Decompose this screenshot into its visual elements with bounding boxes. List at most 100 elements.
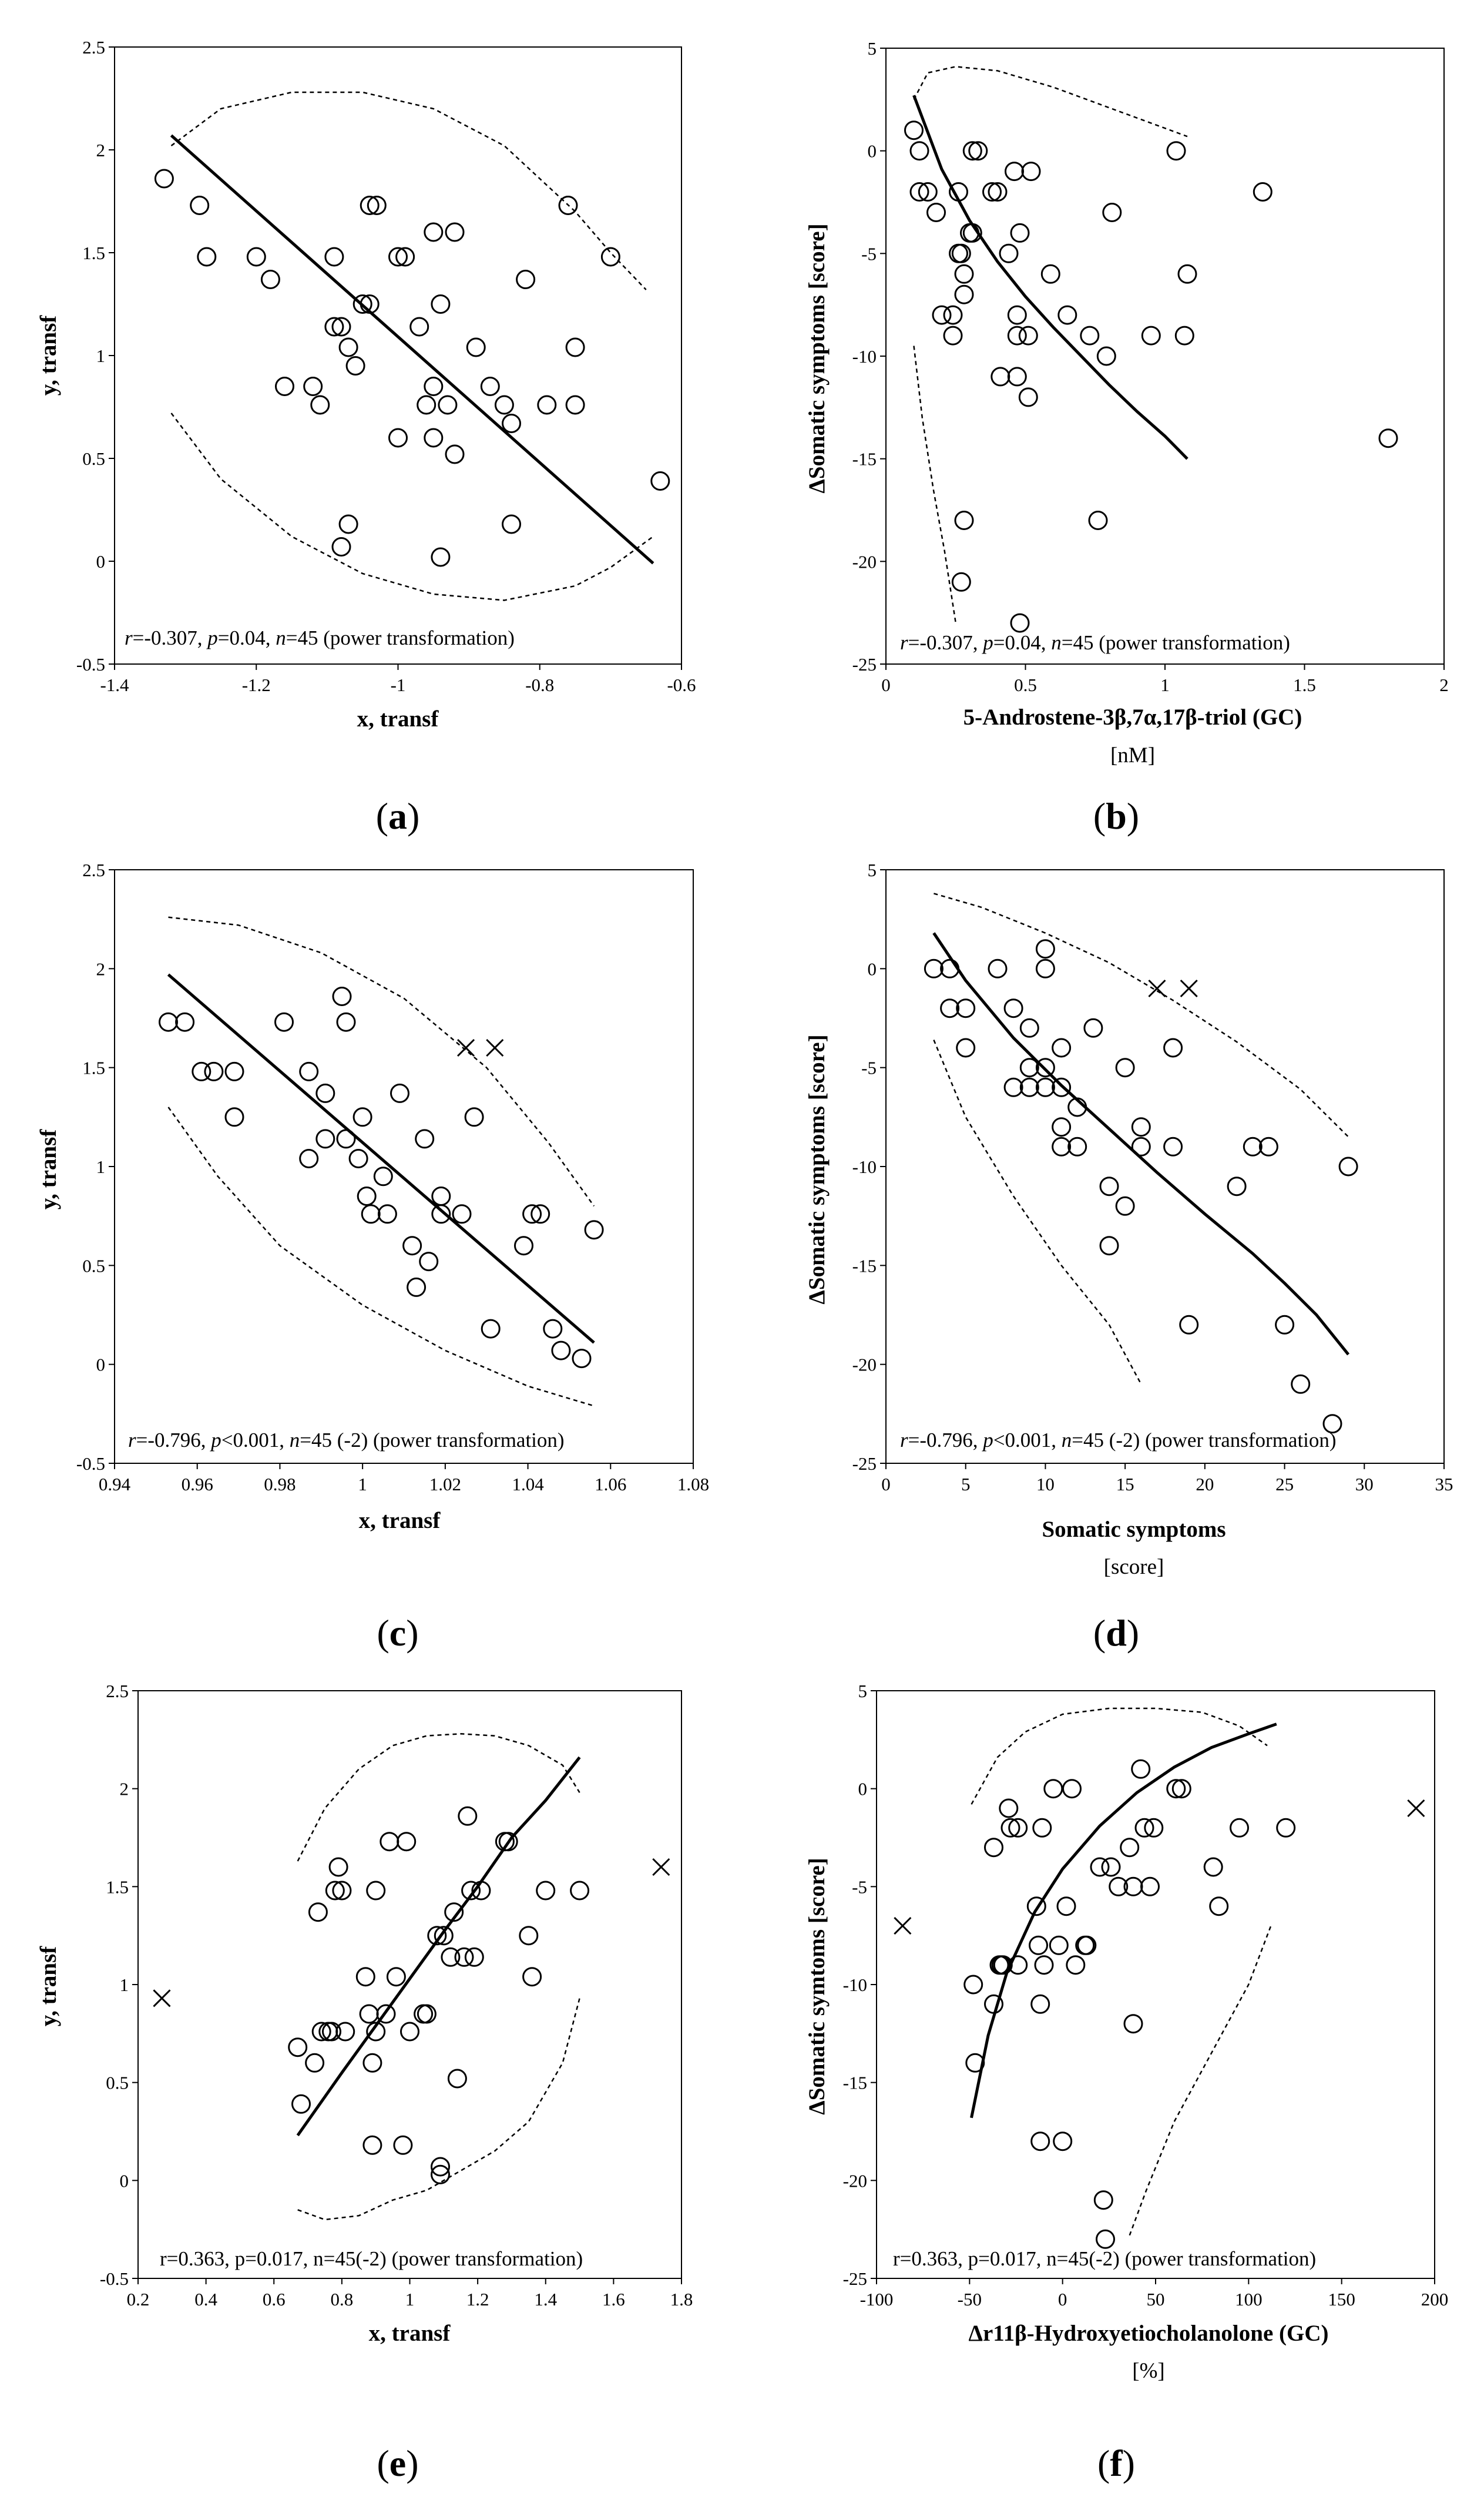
regression-line — [932, 932, 1350, 1356]
data-point — [1230, 1818, 1249, 1838]
data-point — [1243, 1137, 1263, 1157]
tick-labels: 0 5 10 15 20 25 30 35 -25 -20 -15 -10 -5 0 5 — [852, 860, 1453, 1494]
data-point — [361, 1204, 381, 1224]
y-tick-label: -20 — [852, 551, 877, 572]
data-point — [310, 395, 330, 415]
data-point — [494, 395, 514, 415]
x-tick-label: 1 — [358, 1474, 367, 1494]
y-tick-label: 2.5 — [82, 37, 105, 58]
data-point — [367, 196, 387, 215]
data-point — [431, 1204, 451, 1224]
y-tick-label: -0.5 — [76, 1453, 105, 1474]
data-point — [600, 247, 620, 267]
data-point — [409, 317, 429, 337]
data-point — [1053, 2131, 1073, 2151]
data-point — [331, 317, 351, 337]
excluded-point-marker — [652, 1858, 670, 1876]
data-point — [458, 1806, 478, 1826]
data-point — [904, 120, 924, 140]
data-points — [894, 1759, 1425, 2249]
x-tick-label: 30 — [1355, 1474, 1374, 1494]
data-point — [1030, 1994, 1050, 2014]
data-point — [1003, 1077, 1023, 1097]
y-tick-label: 1 — [96, 346, 106, 366]
data-point — [1275, 1315, 1295, 1335]
data-point — [431, 2164, 450, 2184]
data-point — [1099, 1236, 1119, 1256]
x-tick-label: -0.6 — [667, 675, 696, 695]
data-point — [366, 1881, 386, 1901]
data-point — [466, 337, 486, 357]
y-tick-label: 0.5 — [82, 448, 105, 469]
data-point — [359, 2004, 379, 2024]
data-point — [940, 958, 960, 978]
data-point — [1010, 613, 1030, 633]
data-point — [386, 1967, 406, 1987]
data-point — [452, 1204, 472, 1224]
data-point — [336, 1012, 356, 1032]
data-point — [1338, 1157, 1358, 1177]
x-tick-label: 25 — [1275, 1474, 1294, 1494]
data-point — [417, 2004, 437, 2024]
data-point — [345, 356, 365, 376]
band-upper-line — [297, 1733, 580, 1862]
data-point — [572, 1349, 592, 1369]
data-point — [1322, 1414, 1342, 1434]
data-point — [956, 998, 976, 1018]
data-point — [1067, 1097, 1087, 1117]
data-point — [962, 141, 982, 161]
x-axis-unit: [%] — [1132, 2359, 1164, 2383]
data-point — [402, 1236, 422, 1256]
data-point — [464, 1947, 484, 1967]
data-point — [918, 182, 938, 202]
data-point — [968, 141, 988, 161]
data-point — [1227, 1177, 1247, 1196]
scatter-panel-f: -100 -50 0 50 100 150 200-25-20-15-10-505 r=0.… — [804, 1681, 1448, 2484]
y-tick-label: 1 — [120, 1975, 129, 1995]
scatter-panel-b: 0 0.5 1 1.5 2 -25 -20 -15 -10 -5 0 5 r=-0.307, p=0.… — [804, 38, 1449, 837]
data-point — [1056, 1896, 1076, 1916]
scatter-panel-e: 0.2 0.4 0.6 0.8 1 1.2 1.4 1.6 1.8 -0.5 0 0.5 1 1.5 2 2.… — [36, 1681, 693, 2484]
data-point — [1209, 1896, 1229, 1916]
data-point — [1019, 1018, 1039, 1038]
data-point — [502, 514, 521, 534]
data-point — [531, 1204, 550, 1224]
excluded-point-marker — [1148, 979, 1166, 998]
excluded-point-marker — [1407, 1799, 1425, 1818]
data-point — [388, 247, 408, 267]
x-tick-label: 1 — [1160, 675, 1170, 695]
data-point — [1057, 305, 1077, 325]
band-lower-line — [913, 346, 957, 624]
fit-line — [932, 932, 1350, 1356]
data-point — [570, 1881, 590, 1901]
data-point — [1093, 2190, 1113, 2210]
data-point — [288, 2037, 308, 2057]
data-points — [924, 939, 1358, 1434]
data-point — [1101, 1857, 1121, 1877]
data-point — [154, 169, 174, 189]
regression-line — [170, 134, 654, 565]
y-tick-label: 0 — [96, 551, 106, 572]
data-point — [388, 428, 408, 448]
data-point — [1019, 1058, 1039, 1078]
plot-area — [885, 48, 1445, 665]
data-point — [1109, 1876, 1129, 1896]
plot-area — [885, 869, 1445, 1464]
data-point — [424, 222, 444, 242]
data-point — [1166, 1779, 1186, 1799]
data-point — [924, 958, 944, 978]
confidence-band — [933, 893, 1349, 1385]
data-point — [1035, 958, 1055, 978]
x-tick-label: 20 — [1196, 1474, 1214, 1494]
data-point — [1008, 1955, 1028, 1975]
x-tick-label: 0.4 — [194, 2289, 217, 2310]
data-point — [445, 222, 465, 242]
data-point — [519, 1926, 539, 1946]
data-point — [1131, 1759, 1151, 1779]
x-tick-label: -100 — [860, 2289, 894, 2310]
data-point — [558, 196, 578, 215]
data-point — [417, 395, 437, 415]
data-point — [1177, 264, 1197, 284]
y-tick-label: -20 — [852, 1355, 877, 1375]
